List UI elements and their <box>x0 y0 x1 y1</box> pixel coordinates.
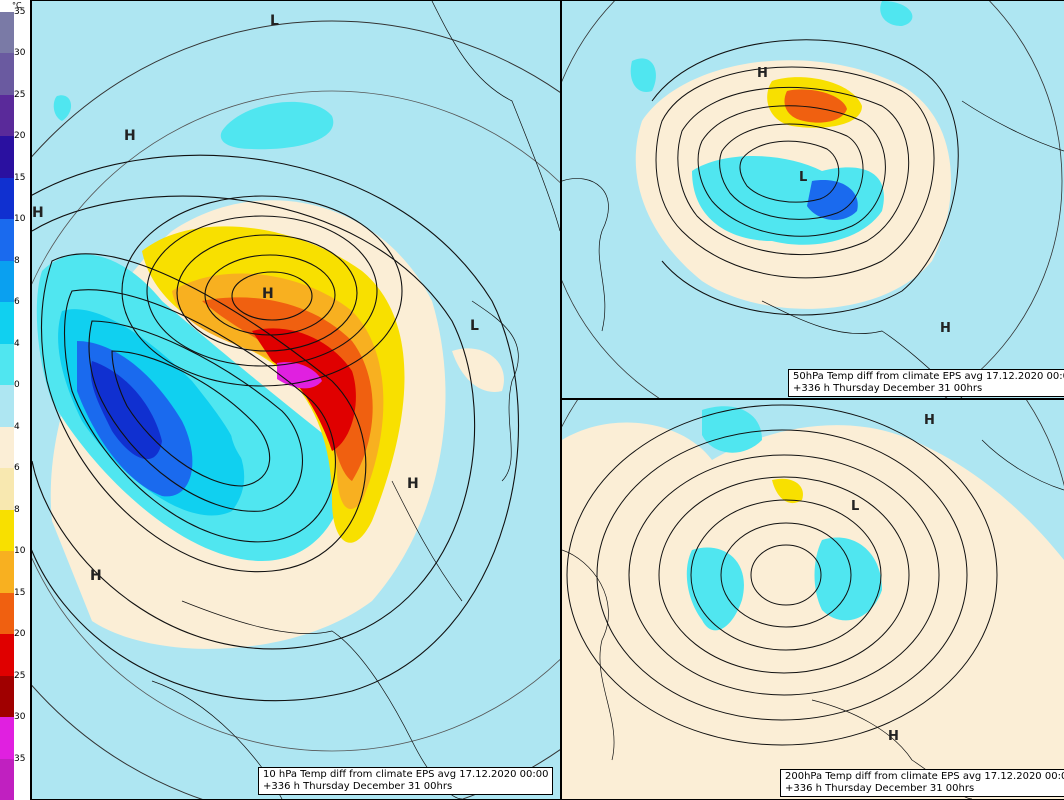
legend-color-swatch <box>0 717 14 760</box>
legend-color-swatch <box>0 219 14 262</box>
legend-color-swatch <box>0 177 14 220</box>
legend-value-label: 0 <box>14 380 20 391</box>
legend-color-swatch <box>0 592 14 635</box>
caption-title: 50hPa Temp diff from climate EPS avg 17.… <box>793 371 1064 382</box>
caption-title: 200hPa Temp diff from climate EPS avg 17… <box>785 771 1064 782</box>
pressure-label-low: L <box>851 499 859 514</box>
map-caption-50hpa: 50hPa Temp diff from climate EPS avg 17.… <box>788 369 1064 397</box>
map-10hpa: L H H H L H H <box>32 1 560 799</box>
legend-value-label: 35 <box>14 7 26 17</box>
map-panel-50hpa: H L H 50hPa Temp diff from climate EPS a… <box>561 0 1064 399</box>
legend-value-label: 6 <box>14 463 20 474</box>
legend-value-label: 35 <box>14 753 26 764</box>
legend-value-label: 25 <box>14 670 26 681</box>
map-panel-200hpa: H L H 200hPa Temp diff from climate EPS … <box>561 399 1064 800</box>
map-200hpa: H L H <box>562 400 1064 799</box>
legend-color-swatch <box>0 509 14 552</box>
legend-color-swatch <box>0 675 14 718</box>
legend-value-label: 25 <box>14 89 26 100</box>
legend-color-swatch <box>0 302 14 345</box>
legend-value-label: 10 <box>14 214 26 225</box>
legend-value-label: 6 <box>14 297 20 308</box>
legend-color-swatch <box>0 94 14 137</box>
legend-value-label: 4 <box>14 338 20 349</box>
map-panel-10hpa: L H H H L H H 10 hPa Temp diff from clim… <box>31 0 561 800</box>
legend-color-swatch <box>0 260 14 303</box>
legend-color-swatch <box>0 343 14 386</box>
caption-title: 10 hPa Temp diff from climate EPS avg 17… <box>263 769 549 780</box>
legend-color-swatch <box>0 758 14 800</box>
pressure-label-low: L <box>270 13 279 29</box>
legend-color-swatch <box>0 426 14 469</box>
pressure-label-high: H <box>924 413 935 428</box>
legend-value-label: 8 <box>14 504 20 515</box>
pressure-label-high: H <box>888 729 899 744</box>
legend-unit: °C <box>12 1 22 10</box>
pressure-label-high: H <box>90 568 102 584</box>
pressure-label-high: H <box>32 205 44 221</box>
legend-value-label: 8 <box>14 255 20 266</box>
legend-color-swatch <box>0 468 14 511</box>
pressure-label-high: H <box>757 66 768 81</box>
pressure-label-low: L <box>470 318 479 334</box>
caption-forecast-time: +336 h Thursday December 31 00hrs <box>793 383 983 394</box>
caption-forecast-time: +336 h Thursday December 31 00hrs <box>263 781 453 792</box>
legend-value-label: 20 <box>14 131 26 142</box>
legend-color-swatch <box>0 53 14 96</box>
legend-color-swatch <box>0 551 14 594</box>
legend-value-label: 20 <box>14 629 26 640</box>
legend-value-label: 15 <box>14 587 26 598</box>
pressure-label-high: H <box>124 128 136 144</box>
legend-value-label: 4 <box>14 421 20 432</box>
map-50hpa: H L H <box>562 1 1064 398</box>
pressure-label-low: L <box>799 170 807 185</box>
temperature-legend: °C 35 30 25 20 15 10 8 6 4 0 4 6 8 10 15 20 25 30 35 <box>0 0 31 800</box>
legend-color-swatch <box>0 385 14 428</box>
legend-color-swatch <box>0 12 14 54</box>
legend-color-swatch <box>0 136 14 179</box>
pressure-label-high: H <box>407 476 419 492</box>
caption-forecast-time: +336 h Thursday December 31 00hrs <box>785 783 975 794</box>
legend-value-label: 30 <box>14 48 26 59</box>
legend-value-label: 30 <box>14 712 26 723</box>
pressure-label-high: H <box>940 321 951 336</box>
map-caption-10hpa: 10 hPa Temp diff from climate EPS avg 17… <box>258 767 554 795</box>
legend-value-label: 15 <box>14 172 26 183</box>
legend-value-label: 10 <box>14 546 26 557</box>
pressure-label-high: H <box>262 286 274 302</box>
map-caption-200hpa: 200hPa Temp diff from climate EPS avg 17… <box>780 769 1064 797</box>
legend-color-swatch <box>0 634 14 677</box>
